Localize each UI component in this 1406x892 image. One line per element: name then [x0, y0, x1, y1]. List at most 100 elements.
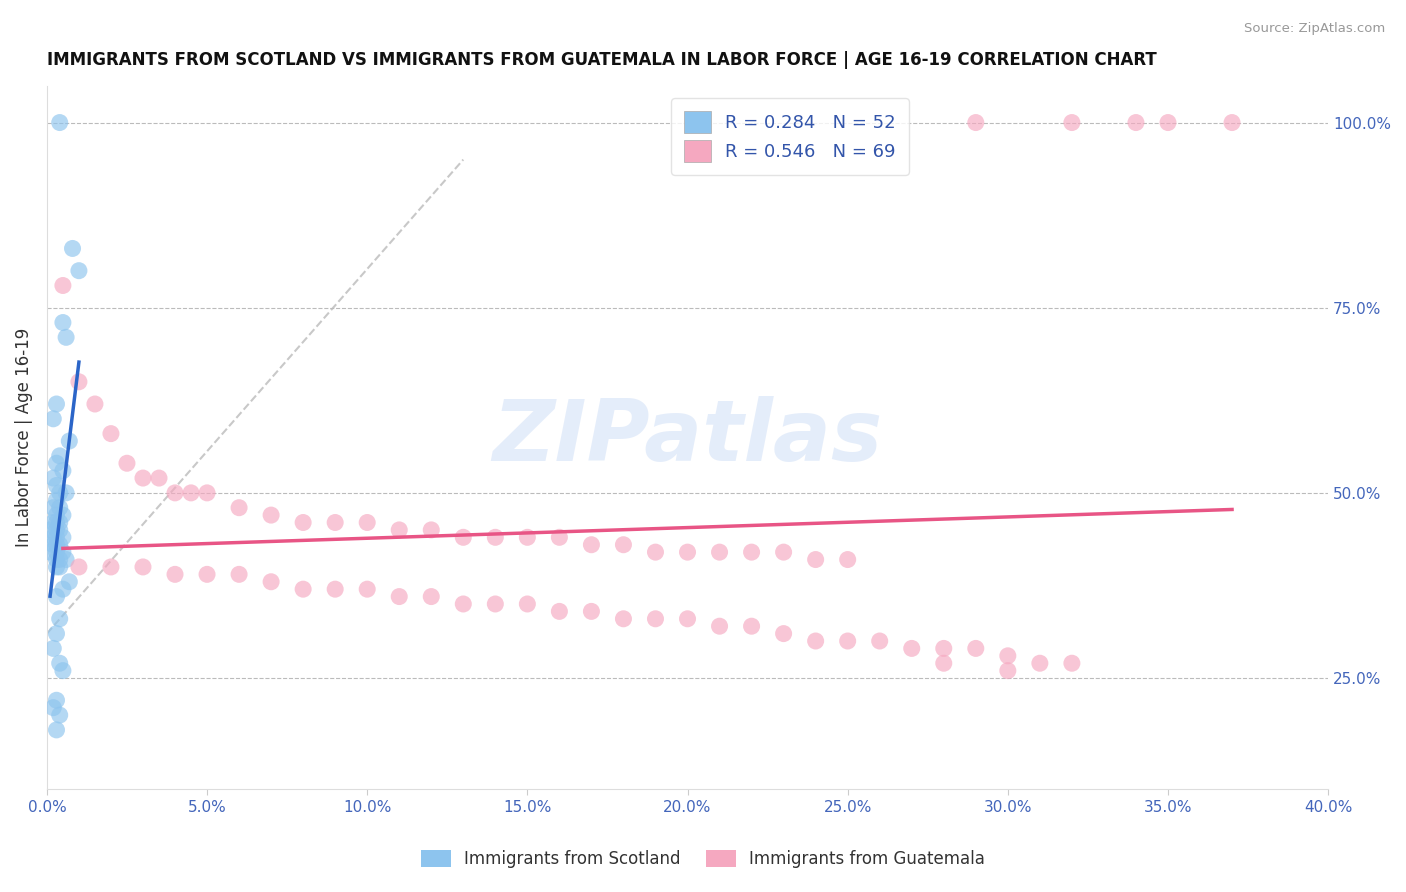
Point — [52, 664, 75, 678]
Point — [484, 597, 506, 611]
Point — [52, 464, 75, 478]
Point — [323, 516, 346, 530]
Point — [48, 538, 70, 552]
Point — [741, 545, 763, 559]
Point — [932, 657, 955, 671]
Point — [45, 493, 67, 508]
Point — [48, 115, 70, 129]
Point — [772, 626, 794, 640]
Point — [45, 723, 67, 737]
Point — [1125, 115, 1147, 129]
Point — [42, 500, 65, 515]
Point — [100, 560, 122, 574]
Point — [997, 648, 1019, 663]
Point — [709, 619, 731, 633]
Point — [48, 449, 70, 463]
Point — [292, 582, 315, 596]
Point — [804, 634, 827, 648]
Point — [45, 693, 67, 707]
Point — [581, 538, 603, 552]
Point — [62, 242, 84, 256]
Point — [1029, 657, 1052, 671]
Point — [132, 471, 155, 485]
Point — [1157, 115, 1180, 129]
Point — [45, 523, 67, 537]
Legend: Immigrants from Scotland, Immigrants from Guatemala: Immigrants from Scotland, Immigrants fro… — [415, 843, 991, 875]
Point — [42, 412, 65, 426]
Point — [45, 626, 67, 640]
Point — [1220, 115, 1243, 129]
Point — [42, 641, 65, 656]
Point — [52, 278, 75, 293]
Point — [965, 115, 987, 129]
Point — [45, 552, 67, 566]
Point — [52, 316, 75, 330]
Point — [45, 397, 67, 411]
Point — [356, 516, 378, 530]
Point — [1060, 115, 1083, 129]
Point — [45, 478, 67, 492]
Point — [869, 634, 891, 648]
Point — [42, 516, 65, 530]
Point — [55, 486, 77, 500]
Point — [52, 545, 75, 559]
Y-axis label: In Labor Force | Age 16-19: In Labor Force | Age 16-19 — [15, 327, 32, 547]
Point — [772, 545, 794, 559]
Point — [42, 530, 65, 544]
Point — [676, 545, 699, 559]
Point — [453, 530, 475, 544]
Point — [52, 508, 75, 522]
Point — [48, 486, 70, 500]
Point — [39, 523, 62, 537]
Point — [48, 708, 70, 723]
Point — [228, 500, 250, 515]
Point — [260, 508, 283, 522]
Point — [45, 590, 67, 604]
Point — [837, 634, 859, 648]
Point — [195, 567, 218, 582]
Point — [900, 641, 922, 656]
Point — [100, 426, 122, 441]
Point — [132, 560, 155, 574]
Point — [55, 552, 77, 566]
Point — [516, 597, 538, 611]
Point — [612, 538, 634, 552]
Point — [45, 456, 67, 470]
Point — [1060, 657, 1083, 671]
Point — [67, 375, 90, 389]
Point — [548, 530, 571, 544]
Point — [48, 657, 70, 671]
Point — [45, 516, 67, 530]
Point — [548, 604, 571, 618]
Point — [323, 582, 346, 596]
Point — [67, 263, 90, 277]
Point — [45, 508, 67, 522]
Point — [45, 560, 67, 574]
Point — [148, 471, 170, 485]
Point — [58, 574, 80, 589]
Point — [48, 560, 70, 574]
Point — [180, 486, 202, 500]
Point — [115, 456, 138, 470]
Point — [484, 530, 506, 544]
Point — [55, 330, 77, 344]
Point — [581, 604, 603, 618]
Legend: R = 0.284   N = 52, R = 0.546   N = 69: R = 0.284 N = 52, R = 0.546 N = 69 — [671, 98, 908, 175]
Point — [260, 574, 283, 589]
Point — [516, 530, 538, 544]
Point — [997, 664, 1019, 678]
Point — [741, 619, 763, 633]
Text: Source: ZipAtlas.com: Source: ZipAtlas.com — [1244, 22, 1385, 36]
Point — [965, 641, 987, 656]
Point — [356, 582, 378, 596]
Point — [45, 530, 67, 544]
Point — [388, 590, 411, 604]
Point — [52, 582, 75, 596]
Point — [804, 552, 827, 566]
Point — [48, 552, 70, 566]
Point — [837, 552, 859, 566]
Text: IMMIGRANTS FROM SCOTLAND VS IMMIGRANTS FROM GUATEMALA IN LABOR FORCE | AGE 16-19: IMMIGRANTS FROM SCOTLAND VS IMMIGRANTS F… — [46, 51, 1157, 69]
Point — [42, 471, 65, 485]
Point — [163, 567, 186, 582]
Point — [45, 538, 67, 552]
